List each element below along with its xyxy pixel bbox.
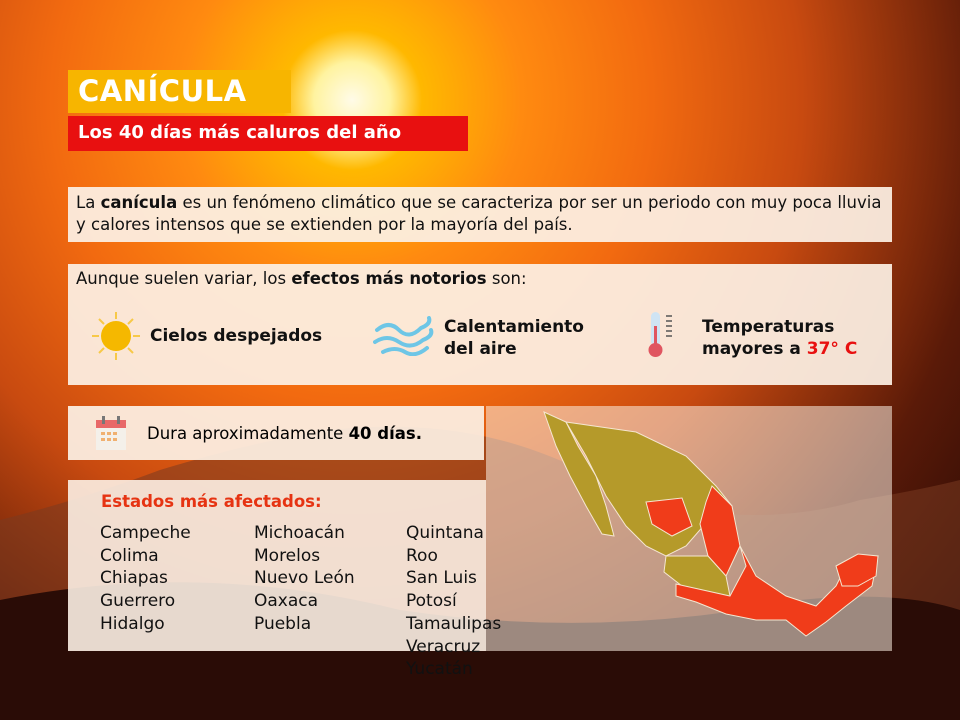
intro-text-rest: es un fenómeno climático que se caracter… [76,193,882,234]
page-title: CANÍCULA [68,70,291,113]
map-region-baja [543,411,615,537]
mexico-map [543,411,879,637]
text-item: Guerrero [100,591,176,612]
map-region-yucatan [835,553,879,587]
text-item: Hidalgo [100,613,165,634]
text-item: Morelos [254,545,321,566]
duration-text: Dura aproximadamente 40 días. [147,424,422,443]
text-item: Oaxaca [254,591,319,612]
effect-clear-skies: Cielos despejados [150,326,323,346]
intro-panel: La canícula es un fenómeno climático que… [68,187,892,242]
states-column-1: Campeche Colima Chiapas Guerrero Hidalgo [100,522,191,636]
text-item: Temperaturas [702,317,835,337]
text-item: son: [486,269,527,288]
text-item: mayores a [702,339,807,359]
text-item: Chiapas [100,568,168,589]
text-item: San Luis Potosí [406,568,477,612]
text-item: Michoacán [254,523,345,543]
mexico-map-panel [486,406,892,651]
text-item: Colima [100,545,159,566]
text-item: Dura aproximadamente [147,424,349,443]
states-heading: Estados más afectados: [101,492,322,511]
calendar-icon [96,416,126,450]
text-item: Quintana Roo [406,523,484,566]
map-region-affected-north [645,497,693,537]
text-item: Puebla [254,613,312,634]
wind-icon [373,316,434,356]
text-item: del aire [444,339,517,359]
text-item: Calentamiento [444,317,584,337]
text-item: Aunque suelen variar, los [76,269,292,288]
states-panel: Estados más afectados: Campeche Colima Chi… [68,480,501,679]
sun-icon [92,312,140,360]
text-item: Campeche [100,523,191,543]
text-item: Tamaulipas [406,613,502,634]
text-item: Yucatán [406,659,473,680]
text-item: 37° C [806,339,858,359]
page-subtitle: Los 40 días más caluros del año [68,116,468,151]
effect-temperatures: Temperaturas mayores a 37° C [702,316,857,360]
states-column-2: Michoacán Morelos Nuevo León Oaxaca Puebla [254,522,355,636]
effect-air-warming: Calentamiento del aire [444,316,584,360]
text-item: 40 días. [348,424,422,443]
intro-text: La [76,193,101,212]
effects-heading: Aunque suelen variar, los efectos más no… [76,269,527,288]
thermometer-icon [648,312,672,357]
states-column-3: Quintana Roo San Luis Potosí Tamaulipas Ver… [406,522,501,681]
duration-panel: Dura aproximadamente 40 días. [68,406,484,460]
text-item: Veracruz [406,636,481,657]
text-item: Nuevo León [254,568,355,589]
effects-panel: Aunque suelen variar, los efectos más no… [68,264,892,385]
text-item: efectos más notorios [291,269,487,288]
intro-bold: canícula [100,193,178,212]
